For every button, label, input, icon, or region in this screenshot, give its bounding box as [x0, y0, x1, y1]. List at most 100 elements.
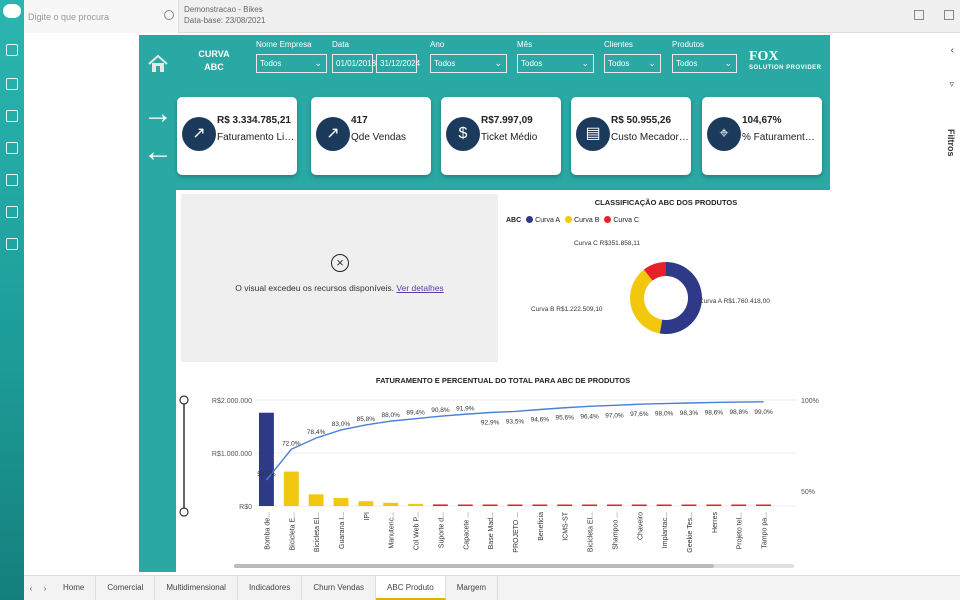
cube-icon[interactable] [6, 174, 18, 186]
bar[interactable] [656, 504, 672, 507]
legend-label-b: Curva B [574, 217, 600, 224]
date-end-value: 31/12/2024 [380, 59, 421, 68]
kpi-card-pct-faturamento: ⌖ 104,67% % Faturamento C... [702, 97, 822, 175]
arrow-right-icon[interactable]: → [143, 97, 173, 130]
x-tick-label: IPI [364, 512, 371, 521]
chevron-down-icon: ⌄ [581, 58, 589, 68]
close-circle-icon: × [331, 254, 349, 272]
filter-mes-dropdown[interactable]: Todos ⌄ [517, 54, 594, 73]
x-tick-label: Col Web P... [414, 512, 421, 550]
bar[interactable] [756, 504, 772, 507]
bar[interactable] [358, 501, 374, 506]
filters-label[interactable]: Filtros [946, 129, 956, 157]
bar[interactable] [706, 504, 722, 507]
donut-slice-curva-b[interactable] [630, 269, 663, 334]
kpi-label: Faturamento Liquido [217, 132, 295, 143]
legend-dot-c [604, 216, 612, 223]
bar[interactable] [432, 504, 448, 506]
bar-chart-icon[interactable] [6, 110, 18, 122]
expand-icon[interactable] [6, 206, 18, 218]
x-tick-label: Bicicleta E... [289, 512, 296, 551]
tab-churn-vendas[interactable]: Churn Vendas [302, 576, 377, 600]
bar[interactable] [606, 504, 622, 507]
x-tick-label: Bicicleta El... [588, 512, 595, 552]
tab-prev-icon[interactable]: ‹ [29, 583, 33, 593]
date-end-input[interactable]: 31/12/2024 [376, 54, 421, 73]
bar[interactable] [532, 504, 548, 507]
tab-home[interactable]: Home [52, 576, 97, 600]
tab-margem[interactable]: Margem [446, 576, 499, 600]
tab-multidimensional[interactable]: Multidimensional [155, 576, 238, 600]
bar[interactable] [731, 504, 747, 507]
legend-item-a[interactable]: Curva A [526, 216, 560, 224]
filters-pane[interactable]: ‹ ▿ Filtros [938, 33, 960, 573]
pencil-icon[interactable] [914, 10, 924, 20]
scrollbar-thumb[interactable] [234, 564, 714, 568]
bar[interactable] [383, 502, 399, 506]
bar[interactable] [308, 494, 324, 506]
bar[interactable] [582, 504, 598, 507]
pct-data-label: 54,5% [257, 471, 276, 478]
cloud-logo-icon[interactable] [3, 4, 21, 18]
see-details-link[interactable]: Ver detalhes [396, 283, 444, 293]
tab-comercial[interactable]: Comercial [96, 576, 156, 600]
legend-item-c[interactable]: Curva C [604, 216, 639, 224]
document-icon[interactable] [6, 78, 18, 90]
search-placeholder: Digite o que procura [28, 11, 110, 22]
page-title: CURVA ABC [194, 48, 234, 74]
chevron-left-icon[interactable]: ‹ [950, 45, 954, 56]
bar[interactable] [681, 504, 697, 507]
slider-handle-top[interactable] [179, 395, 189, 405]
donut-slice-curva-a[interactable] [659, 262, 702, 334]
pct-data-label: 88,0% [381, 412, 400, 419]
bar[interactable] [557, 504, 573, 507]
pct-data-label: 95,6% [555, 415, 574, 422]
tab-indicadores[interactable]: Indicadores [238, 576, 303, 600]
bar[interactable] [258, 412, 274, 506]
filter-ano-value: Todos [434, 59, 456, 68]
page-title-line1: CURVA [198, 49, 230, 59]
donut-slice-curva-c[interactable] [643, 262, 666, 281]
x-tick-label: Shampoo ... [612, 512, 619, 550]
bar[interactable] [482, 504, 498, 507]
bar[interactable] [408, 503, 424, 506]
filter-clientes-dropdown[interactable]: Todos ⌄ [604, 54, 661, 73]
slider-handle-bottom[interactable] [179, 507, 189, 517]
page-title-line2: ABC [204, 62, 224, 72]
kpi-value: R$ 50.955,26 [611, 115, 672, 126]
bar[interactable] [457, 504, 473, 507]
filter-empresa-dropdown[interactable]: Todos ⌄ [256, 54, 327, 73]
search-input[interactable]: Digite o que procura [24, 0, 179, 33]
cloud-icon[interactable] [6, 142, 18, 154]
pct-data-label: 90,8% [431, 407, 450, 414]
filter-ano-dropdown[interactable]: Todos ⌄ [430, 54, 507, 73]
chart-icon: ↗ [182, 117, 216, 151]
x-tick-label: Bomba de... [264, 512, 271, 550]
search-icon[interactable] [164, 10, 174, 20]
filter-clientes-label: Clientes [604, 40, 633, 49]
cumulative-line[interactable] [265, 401, 764, 481]
legend-title: ABC [506, 216, 522, 224]
bar[interactable] [283, 471, 299, 506]
edit-icon[interactable] [6, 44, 18, 56]
tab-next-icon[interactable]: › [43, 583, 47, 593]
tab-abc-produto[interactable]: ABC Produto [376, 576, 446, 600]
home-icon[interactable] [147, 53, 169, 75]
legend-dot-b [565, 216, 573, 223]
arrow-left-icon[interactable]: ← [143, 135, 173, 168]
date-start-input[interactable]: 01/01/2018 [332, 54, 376, 73]
bar[interactable] [507, 504, 523, 507]
flag-icon[interactable] [6, 238, 18, 250]
kpi-card-qde-vendas: ↗ 417 Qde Vendas [311, 97, 431, 175]
legend-dot-a [526, 216, 534, 223]
bar[interactable] [631, 504, 647, 507]
x-tick-label: Projeto tel... [737, 512, 744, 549]
filter-produtos-dropdown[interactable]: Todos ⌄ [672, 54, 737, 73]
y-tick-label: R$0 [239, 504, 252, 511]
filter-clientes: Clientes Todos ⌄ [604, 40, 661, 73]
bar[interactable] [333, 498, 349, 506]
donut-chart-title: CLASSIFICAÇÃO ABC DOS PRODUTOS [594, 198, 738, 207]
legend-item-b[interactable]: Curva B [565, 216, 599, 224]
user-icon[interactable] [944, 10, 954, 20]
filter-empresa: Nome Empresa Todos ⌄ [256, 40, 327, 73]
